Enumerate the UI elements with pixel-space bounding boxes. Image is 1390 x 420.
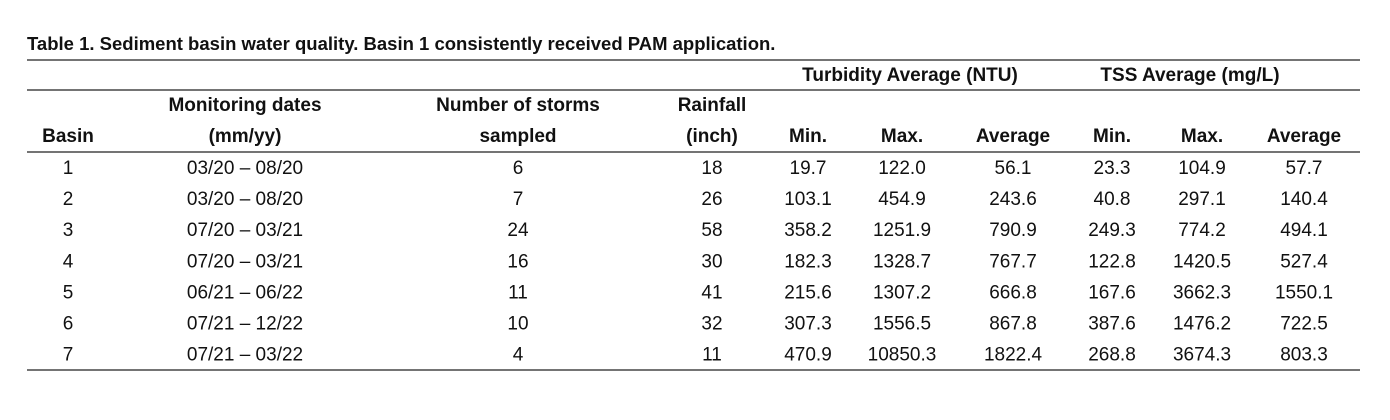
table-cell: 07/21 – 03/22 — [187, 345, 303, 366]
table-cell: 215.6 — [784, 282, 832, 303]
table-cell: 7 — [63, 345, 74, 366]
table-cell: 07/20 – 03/21 — [187, 220, 303, 241]
table-cell: 1550.1 — [1275, 282, 1333, 303]
table-cell: 767.7 — [989, 251, 1037, 272]
column-header: sampled — [479, 126, 556, 147]
table-title: Table 1. Sediment basin water quality. B… — [27, 33, 775, 54]
table-cell: 23.3 — [1094, 158, 1131, 179]
table-cell: 307.3 — [784, 314, 832, 335]
group-header: Turbidity Average (NTU) — [802, 65, 1018, 86]
table-cell: 182.3 — [784, 251, 832, 272]
table-cell: 56.1 — [995, 158, 1032, 179]
table-cell: 16 — [507, 251, 528, 272]
table-cell: 6 — [63, 314, 74, 335]
table-cell: 1328.7 — [873, 251, 931, 272]
table-cell: 867.8 — [989, 314, 1037, 335]
table-cell: 268.8 — [1088, 345, 1136, 366]
table-cell: 249.3 — [1088, 220, 1136, 241]
table-cell: 58 — [701, 220, 722, 241]
table-cell: 1 — [63, 158, 74, 179]
table-cell: 527.4 — [1280, 251, 1328, 272]
column-header: Average — [976, 126, 1050, 147]
table-cell: 40.8 — [1094, 189, 1131, 210]
table-cell: 104.9 — [1178, 158, 1226, 179]
table-cell: 41 — [701, 282, 722, 303]
column-header: Number of storms — [436, 95, 600, 116]
column-header: Rainfall — [678, 95, 747, 116]
column-header: Min. — [789, 126, 827, 147]
table-cell: 1476.2 — [1173, 314, 1231, 335]
table-cell: 297.1 — [1178, 189, 1226, 210]
table-cell: 06/21 – 06/22 — [187, 282, 303, 303]
table-cell: 3662.3 — [1173, 282, 1231, 303]
column-header: (mm/yy) — [209, 126, 282, 147]
table-cell: 722.5 — [1280, 314, 1328, 335]
table-cell: 10 — [507, 314, 528, 335]
table-cell: 470.9 — [784, 345, 832, 366]
table-cell: 803.3 — [1280, 345, 1328, 366]
group-header: TSS Average (mg/L) — [1100, 65, 1279, 86]
column-header: Max. — [881, 126, 923, 147]
table-cell: 3 — [63, 220, 74, 241]
table-cell: 1420.5 — [1173, 251, 1231, 272]
table-cell: 19.7 — [790, 158, 827, 179]
table-cell: 387.6 — [1088, 314, 1136, 335]
table-cell: 11 — [702, 345, 722, 366]
table-cell: 24 — [507, 220, 529, 241]
table-cell: 07/21 – 12/22 — [187, 314, 303, 335]
table-cell: 32 — [701, 314, 722, 335]
table-cell: 57.7 — [1286, 158, 1323, 179]
table-cell: 243.6 — [989, 189, 1037, 210]
table-cell: 1822.4 — [984, 345, 1043, 366]
table-cell: 1556.5 — [873, 314, 931, 335]
table-cell: 03/20 – 08/20 — [187, 158, 303, 179]
table-cell: 03/20 – 08/20 — [187, 189, 303, 210]
table-cell: 18 — [701, 158, 722, 179]
table-cell: 1307.2 — [873, 282, 931, 303]
table-cell: 5 — [63, 282, 74, 303]
table-cell: 774.2 — [1178, 220, 1226, 241]
column-header: Monitoring dates — [168, 95, 321, 116]
table-cell: 6 — [513, 158, 524, 179]
table-cell: 07/20 – 03/21 — [187, 251, 303, 272]
table-cell: 7 — [513, 189, 524, 210]
table-cell: 167.6 — [1088, 282, 1136, 303]
table-cell: 122.8 — [1088, 251, 1136, 272]
column-header: Average — [1267, 126, 1341, 147]
table-cell: 454.9 — [878, 189, 926, 210]
table-cell: 4 — [513, 345, 524, 366]
table-cell: 358.2 — [784, 220, 832, 241]
column-header: Max. — [1181, 126, 1223, 147]
table-cell: 30 — [701, 251, 722, 272]
table-cell: 140.4 — [1280, 189, 1328, 210]
table-cell: 1251.9 — [873, 220, 931, 241]
table-cell: 26 — [701, 189, 722, 210]
table-cell: 103.1 — [784, 189, 832, 210]
table-cell: 4 — [63, 251, 74, 272]
table-cell: 494.1 — [1280, 220, 1328, 241]
table-cell: 122.0 — [878, 158, 926, 179]
table-cell: 2 — [63, 189, 74, 210]
table-cell: 666.8 — [989, 282, 1037, 303]
column-header: Min. — [1093, 126, 1131, 147]
table-cell: 3674.3 — [1173, 345, 1231, 366]
table-cell: 11 — [508, 282, 528, 303]
table-cell: 10850.3 — [868, 345, 937, 366]
table-cell: 790.9 — [989, 220, 1037, 241]
column-header: (inch) — [686, 126, 738, 147]
column-header: Basin — [42, 126, 94, 147]
